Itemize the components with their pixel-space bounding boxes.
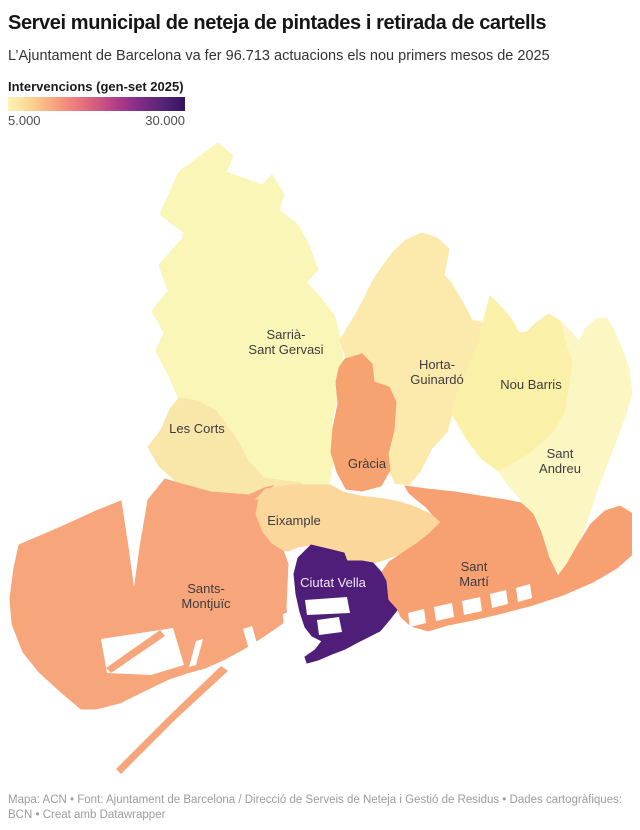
legend-gradient-bar xyxy=(8,97,185,111)
footer-credits: Mapa: ACN • Font: Ajuntament de Barcelon… xyxy=(0,787,640,823)
footer-line-2: BCN • Creat amb Datawrapper xyxy=(8,809,166,821)
legend-ticks: 5.000 30.000 xyxy=(8,113,185,129)
port-pier-stripe xyxy=(106,630,165,673)
legend-min-label: 5.000 xyxy=(8,113,41,128)
legend-max-label: 30.000 xyxy=(145,113,185,128)
water-port-dock-slit-1 xyxy=(243,626,259,653)
water-harbor-gap xyxy=(283,610,298,654)
water-beach-notch-3 xyxy=(462,597,482,615)
district-label-nou-barris: Nou Barris xyxy=(500,377,562,392)
water-beach-notch-4 xyxy=(490,590,508,608)
district-label-horta-guinardo: Horta-Guinardó xyxy=(410,357,463,387)
water-port-dock-slit-2 xyxy=(189,639,203,667)
district-sant-andreu[interactable] xyxy=(497,317,633,577)
legend-title: Intervencions (gen-set 2025) xyxy=(8,79,184,94)
map-area: Sarrià-Sant Gervasi Horta-Guinardó Nou Bar… xyxy=(8,132,639,787)
water-port-vell-marina-2 xyxy=(317,617,342,635)
water-beach-notch-1 xyxy=(408,609,426,627)
district-label-gracia: Gràcia xyxy=(348,456,387,471)
district-eixample[interactable] xyxy=(254,484,442,564)
district-horta-guinardo[interactable] xyxy=(339,232,485,486)
district-gracia[interactable] xyxy=(330,353,397,492)
water-beach-notch-5 xyxy=(516,584,532,602)
water-beach-notch-2 xyxy=(434,603,454,621)
district-label-sants-montjuic: Sants-Montjuïc xyxy=(181,581,231,611)
water-port-vell-marina-1 xyxy=(305,597,350,615)
district-label-sant-marti: Sant Martí xyxy=(459,559,489,589)
map-svg: Sarrià-Sant Gervasi Horta-Guinardó Nou Bar… xyxy=(9,142,639,774)
page: Servei municipal de neteja de pintades i… xyxy=(8,12,639,787)
district-sant-marti[interactable] xyxy=(381,485,639,632)
district-label-ciutat-vella: Ciutat Vella xyxy=(300,575,367,590)
district-sarria-sant-gervasi[interactable] xyxy=(180,227,209,243)
district-label-sant-andreu: Sant Andreu xyxy=(539,446,581,476)
page-title: Servei municipal de neteja de pintades i… xyxy=(8,12,547,34)
page-subtitle: L’Ajuntament de Barcelona va fer 96.713 … xyxy=(8,48,550,64)
district-label-sarria-sant-gervasi: Sarrià-Sant Gervasi xyxy=(248,327,323,357)
district-label-eixample: Eixample xyxy=(267,513,320,528)
footer-line-1: Mapa: ACN • Font: Ajuntament de Barcelon… xyxy=(8,794,623,806)
district-label-les-corts: Les Corts xyxy=(169,421,225,436)
port-breakwater xyxy=(116,666,228,774)
color-legend: Intervencions (gen-set 2025) 5.000 30.00… xyxy=(8,80,632,129)
